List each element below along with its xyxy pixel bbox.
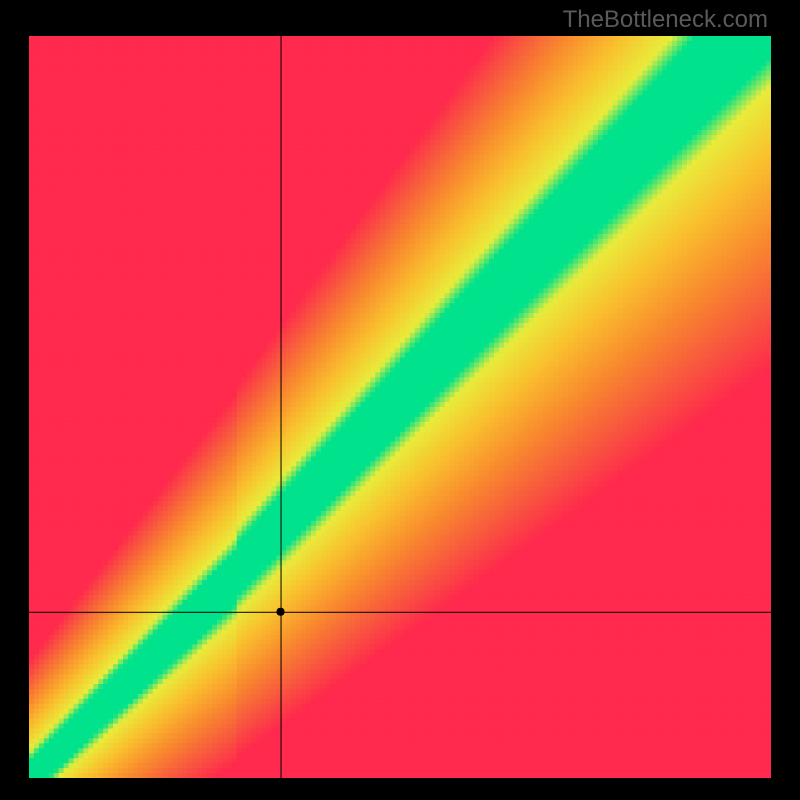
chart-container: TheBottleneck.com	[0, 0, 800, 800]
bottleneck-heatmap	[29, 36, 771, 778]
attribution-text: TheBottleneck.com	[563, 6, 768, 34]
plot-area	[29, 36, 771, 778]
